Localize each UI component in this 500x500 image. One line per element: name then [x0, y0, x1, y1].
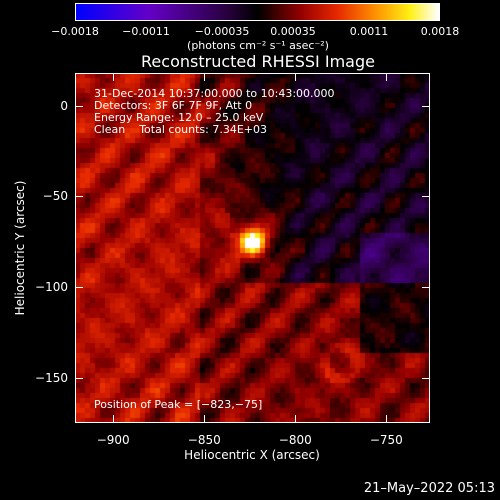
- time-range-label: 31-Dec-2014 10:37:00.000 to 10:43:00.000: [94, 87, 335, 100]
- x-tick-label: −850: [187, 433, 221, 447]
- colorbar-tick-label: −0.0018: [51, 25, 99, 38]
- x-tick-mark: [295, 415, 297, 423]
- x-tick-mark: [113, 73, 115, 81]
- peak-position-label: Position of Peak = [−823,−75]: [94, 398, 263, 411]
- x-tick-mark: [295, 73, 297, 81]
- x-tick-mark: [204, 415, 206, 423]
- colorbar-units: (photons cm⁻² s⁻¹ asec⁻²): [187, 39, 329, 52]
- x-tick-mark: [386, 73, 388, 81]
- colorbar-tick-label: 0.0011: [349, 25, 389, 38]
- colorbar-tick-label: 0.0018: [420, 25, 460, 38]
- footer-timestamp: 21–May–2022 05:13: [363, 481, 495, 496]
- x-tick-mark: [204, 73, 206, 81]
- chart-title: Reconstructed RHESSI Image: [141, 52, 375, 71]
- y-tick-mark: [75, 105, 83, 107]
- y-tick-mark: [422, 377, 430, 379]
- y-axis-label: Heliocentric Y (arcsec): [13, 180, 27, 316]
- x-tick-label: −750: [369, 433, 403, 447]
- x-tick-mark: [113, 415, 115, 423]
- heatmap-image: [75, 73, 430, 423]
- y-tick-mark: [75, 286, 83, 288]
- y-tick-mark: [75, 196, 83, 198]
- colorbar-tick-label: −0.0011: [122, 25, 170, 38]
- x-tick-label: −900: [96, 433, 130, 447]
- x-tick-mark: [386, 415, 388, 423]
- x-axis-label: Heliocentric X (arcsec): [184, 448, 320, 462]
- colorbar-tick-label: 0.00035: [270, 25, 316, 38]
- y-tick-label: −100: [35, 279, 68, 294]
- y-tick-mark: [75, 377, 83, 379]
- y-tick-label: 0: [60, 98, 68, 113]
- y-tick-mark: [422, 105, 430, 107]
- method-counts-label: Clean Total counts: 7.34E+03: [94, 123, 268, 136]
- x-tick-label: −800: [278, 433, 312, 447]
- y-tick-label: −50: [42, 189, 68, 204]
- energy-range-label: Energy Range: 12.0 – 25.0 keV: [94, 111, 264, 124]
- y-tick-label: −150: [35, 370, 68, 385]
- y-tick-mark: [422, 196, 430, 198]
- colorbar-tick-label: −0.00035: [194, 25, 250, 38]
- detectors-label: Detectors: 3F 6F 7F 9F, Att 0: [94, 99, 253, 112]
- colorbar: [75, 3, 440, 21]
- y-tick-mark: [422, 286, 430, 288]
